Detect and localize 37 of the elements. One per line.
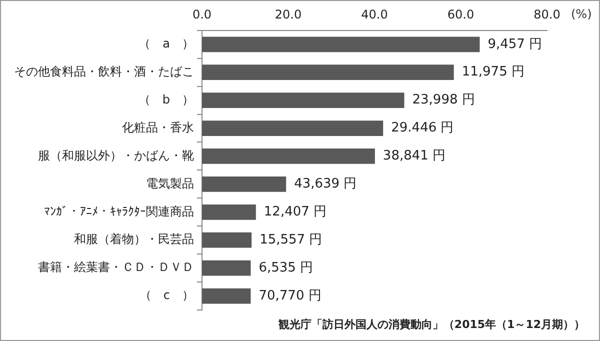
- bar: [202, 204, 256, 220]
- annotation: 9,457 円: [488, 36, 542, 52]
- text: 観光庁「訪日外国人の消費動向」（2015年（1～12月期））: [278, 317, 585, 332]
- y-tick-label: 書籍・絵葉書・ＣＤ・ＤＶＤ: [38, 260, 194, 274]
- x-tick-label: 20.0: [274, 7, 302, 22]
- y-tick-label: （ b ）: [138, 92, 194, 106]
- x-tick-label: 80.0: [534, 7, 560, 22]
- annotation: 12,407 円: [264, 204, 327, 220]
- bar: [202, 92, 404, 108]
- bar: [202, 176, 286, 192]
- annotation: 11,975 円: [462, 64, 524, 80]
- annotation: 70,770 円: [258, 288, 322, 304]
- y-tick-label: （ a ）: [138, 36, 194, 51]
- y-tick-label: ﾏﾝｶﾞ・ｱﾆﾒ・ｷｬﾗｸﾀｰ関連商品: [44, 204, 194, 218]
- y-tick-label: 化粧品・香水: [122, 120, 194, 134]
- y-tick-label: 電気製品: [146, 176, 194, 190]
- x-tick-label: 60.0: [447, 7, 474, 22]
- y-tick-label: その他食料品・飲料・酒・たばこ: [14, 64, 194, 78]
- x-axis-title: (%): [571, 7, 592, 21]
- annotation: 38,841 円: [382, 148, 446, 164]
- annotation: 23,998 円: [412, 92, 475, 108]
- bar: [202, 260, 251, 276]
- bar: [202, 64, 454, 80]
- annotation: 6,535 円: [258, 260, 314, 276]
- y-tick-label: （ c ）: [139, 288, 194, 302]
- y-tick-label: 和服（着物）・民芸品: [74, 232, 194, 246]
- bar: [202, 232, 252, 248]
- x-tick-label: 0.0: [192, 7, 212, 22]
- bar: [202, 120, 384, 136]
- annotation: 15,557 円: [260, 232, 322, 248]
- x-tick-label: 40.0: [361, 7, 388, 22]
- bar: [202, 36, 480, 52]
- y-tick-label: 服（和服以外）・かばん・靴: [38, 148, 194, 162]
- bar: [202, 288, 251, 304]
- annotation: 29.446 円: [391, 120, 454, 136]
- bar: [202, 148, 375, 164]
- annotation: 43,639 円: [294, 176, 357, 192]
